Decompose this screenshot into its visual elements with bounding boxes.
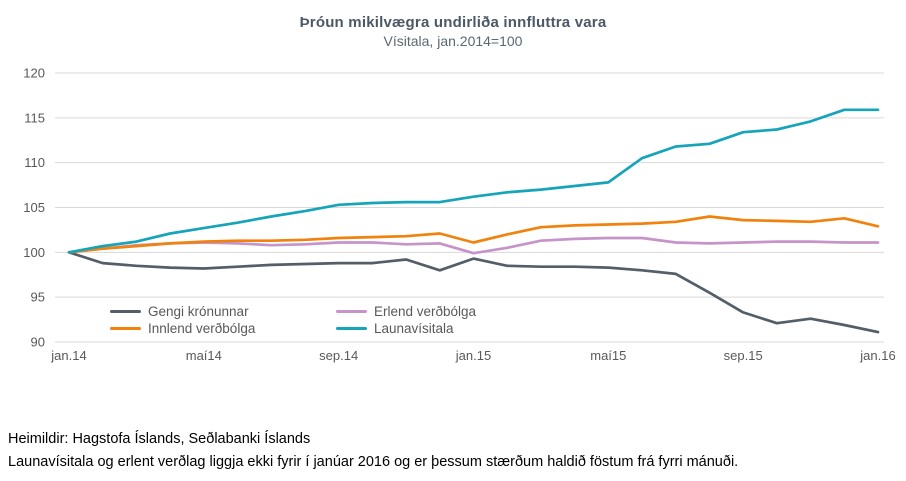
legend-item: Erlend verðbólga [336, 304, 476, 319]
legend-swatch-icon [110, 327, 141, 330]
legend-swatch-icon [110, 310, 141, 313]
y-tick-label: 110 [24, 155, 45, 170]
series-line-1 [67, 250, 880, 334]
footer-sources: Heimildir: Hagstofa Íslands, Seðlabanki … [8, 431, 311, 447]
x-tick-label: maí15 [590, 348, 626, 363]
footer-note: Launavísitala og erlent verðlag liggja e… [8, 454, 739, 470]
y-tick-label: 105 [23, 200, 45, 215]
series-line-3 [67, 236, 880, 255]
legend-swatch-icon [336, 310, 367, 313]
legend-label: Launavísitala [374, 321, 454, 336]
x-tick-label: maí14 [186, 348, 222, 363]
legend-item: Launavísitala [336, 321, 476, 336]
legend-label: Gengi krónunnar [148, 304, 249, 319]
series-line-4 [67, 108, 880, 254]
y-tick-label: 100 [23, 245, 45, 260]
legend-item: Gengi krónunnar [110, 304, 336, 319]
y-tick-label: 95 [31, 290, 45, 305]
x-tick-label: jan.15 [455, 348, 491, 363]
legend-item: Innlend verðbólga [110, 321, 336, 336]
legend-swatch-icon [336, 327, 367, 330]
line-chart: 90 95 100 105 110 115 120 jan.14 maí14 sep.14 jan.… [23, 66, 895, 364]
x-tick-label: sep.15 [724, 348, 763, 363]
chart-subtitle: Vísitala, jan.2014=100 [383, 33, 523, 49]
x-tick-label: sep.14 [319, 348, 358, 363]
x-tick-label: jan.14 [50, 348, 86, 363]
chart-title: Þróun mikilvægra undirliða innfluttra va… [299, 14, 607, 31]
x-tick-label: jan.16 [859, 348, 895, 363]
chart-legend: Gengi krónunnar Erlend verðbólga Innlend v… [110, 303, 476, 337]
chart-footer: Heimildir: Hagstofa Íslands, Seðlabanki … [8, 428, 898, 474]
legend-label: Erlend verðbólga [374, 304, 477, 319]
y-tick-label: 90 [31, 335, 45, 350]
series-line-2 [67, 215, 880, 254]
y-tick-label: 115 [24, 110, 45, 125]
legend-label: Innlend verðbólga [148, 321, 256, 336]
y-tick-label: 120 [23, 66, 45, 81]
